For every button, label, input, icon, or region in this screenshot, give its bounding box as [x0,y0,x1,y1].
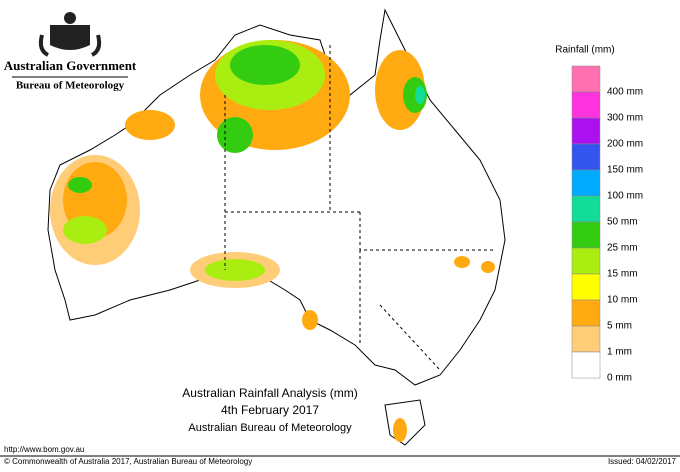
url: http://www.bom.gov.au [4,445,84,454]
map-date: 4th February 2017 [221,403,319,417]
issued: Issued: 04/02/2017 [608,457,677,466]
legend-label: 5 mm [607,321,632,332]
legend-title: Rainfall (mm) [555,45,614,56]
map-title: Australian Rainfall Analysis (mm) [182,386,357,400]
legend-label: 300 mm [607,113,643,124]
legend: 400 mm 300 mm 200 mm 150 mm 100 mm 50 mm 25 mm… [571,65,643,384]
legend-swatch [571,273,601,301]
legend-swatch [571,325,601,353]
legend-swatch [571,169,601,197]
map-source: Australian Bureau of Meteorology [188,422,352,434]
legend-label: 200 mm [607,139,643,150]
legend-label: 1 mm [607,347,632,358]
legend-swatch [571,221,601,249]
legend-swatch [571,195,601,223]
gov-name: Australian Government [4,58,137,73]
legend-label: 25 mm [607,243,638,254]
legend-swatch [571,299,601,327]
legend-swatch [571,117,601,145]
legend-swatch [571,351,601,379]
legend-label: 0 mm [607,373,632,384]
legend-label: 15 mm [607,269,638,280]
legend-label: 10 mm [607,295,638,306]
legend-label: 100 mm [607,191,643,202]
logo [38,12,102,57]
legend-swatch [571,247,601,275]
legend-swatch [571,143,601,171]
bureau-name: Bureau of Meteorology [16,80,125,92]
legend-swatch [571,65,601,93]
legend-label: 400 mm [607,87,643,98]
legend-label: 50 mm [607,217,638,228]
copyright: © Commonwealth of Australia 2017, Austra… [4,457,252,466]
legend-swatch [571,91,601,119]
map [47,8,506,446]
legend-label: 150 mm [607,165,643,176]
